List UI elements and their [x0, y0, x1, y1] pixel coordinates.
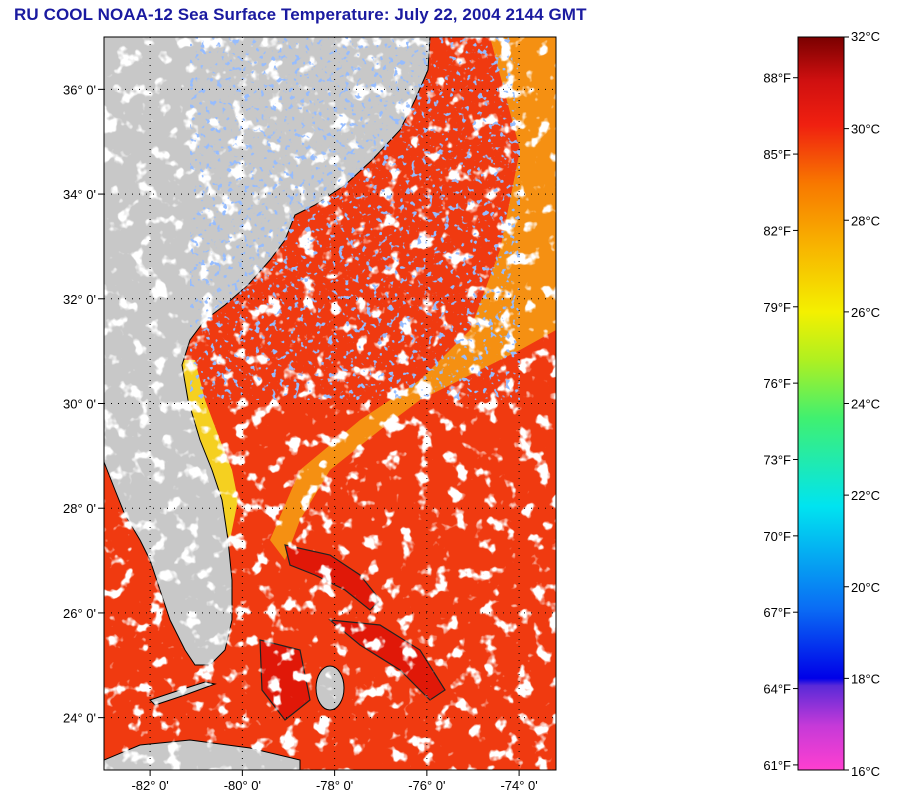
lon-tick-label: -74° 0' — [500, 778, 537, 793]
fahrenheit-label: 73°F — [763, 452, 791, 467]
fahrenheit-label: 67°F — [763, 605, 791, 620]
celsius-label: 32°C — [851, 29, 880, 44]
lat-tick-label: 34° 0' — [63, 187, 96, 202]
lat-tick-label: 30° 0' — [63, 397, 96, 412]
fahrenheit-label: 82°F — [763, 223, 791, 238]
celsius-scale: 32°C 30°C 28°C 26°C 24°C 22°C 20°C 18°C 16°C — [844, 29, 880, 779]
fahrenheit-label: 70°F — [763, 529, 791, 544]
lat-tick-label: 28° 0' — [63, 501, 96, 516]
fahrenheit-label: 88°F — [763, 71, 791, 86]
fahrenheit-scale: 88°F 85°F 82°F 79°F 76°F 73°F 70°F 67°F 64°F 61°F — [763, 71, 798, 773]
lat-tick-label: 32° 0' — [63, 292, 96, 307]
celsius-label: 18°C — [851, 671, 880, 686]
celsius-label: 22°C — [851, 488, 880, 503]
longitude-axis: -82° 0' -80° 0' -78° 0' -76° 0' -74° 0' — [131, 770, 538, 793]
latitude-axis: 36° 0' 34° 0' 32° 0' 30° 0' 28° 0' 26° 0' 24° … — [63, 82, 104, 726]
lon-tick-label: -78° 0' — [316, 778, 353, 793]
celsius-label: 20°C — [851, 580, 880, 595]
fahrenheit-label: 85°F — [763, 147, 791, 162]
lon-tick-label: -76° 0' — [408, 778, 445, 793]
celsius-label: 28°C — [851, 213, 880, 228]
temperature-colorbar: 32°C 30°C 28°C 26°C 24°C 22°C 20°C 18°C 16°C 88°… — [763, 29, 880, 779]
lat-tick-label: 26° 0' — [63, 606, 96, 621]
celsius-label: 26°C — [851, 305, 880, 320]
sst-map — [104, 37, 556, 770]
fahrenheit-label: 61°F — [763, 758, 791, 773]
lon-tick-label: -82° 0' — [131, 778, 168, 793]
colorbar-gradient — [797, 36, 845, 771]
lat-tick-label: 36° 0' — [63, 82, 96, 97]
celsius-label: 30°C — [851, 122, 880, 137]
lon-tick-label: -80° 0' — [224, 778, 261, 793]
celsius-label: 24°C — [851, 397, 880, 412]
map-title: RU COOL NOAA-12 Sea Surface Temperature:… — [14, 5, 587, 24]
cold-noise-speckles — [190, 37, 520, 400]
fahrenheit-label: 64°F — [763, 682, 791, 697]
fahrenheit-label: 79°F — [763, 300, 791, 315]
lat-tick-label: 24° 0' — [63, 711, 96, 726]
fahrenheit-label: 76°F — [763, 376, 791, 391]
celsius-label: 16°C — [851, 764, 880, 779]
